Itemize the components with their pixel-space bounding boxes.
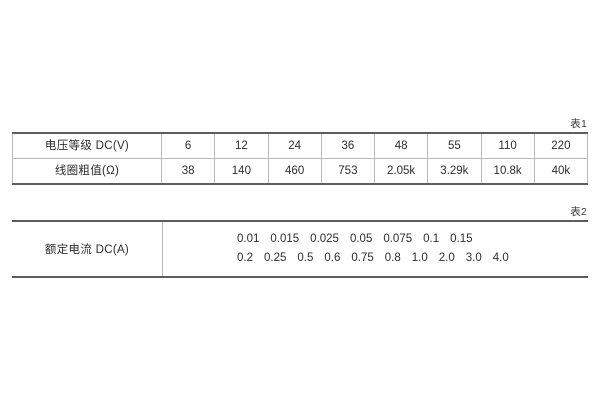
current-value: 0.25	[264, 252, 287, 264]
table-1-caption: 表1	[570, 118, 587, 130]
current-value: 0.8	[384, 252, 401, 264]
current-value: 0.075	[383, 233, 413, 245]
cell-resistance-0: 38	[160, 158, 216, 184]
cell-resistance-1: 140	[214, 158, 269, 184]
cell-voltage-4: 48	[373, 133, 429, 159]
cell-resistance-3: 753	[320, 158, 376, 184]
rated-current-values-cell: 0.01 0.015 0.025 0.05 0.075 0.1 0.15 0.2…	[162, 221, 588, 277]
cell-voltage-0: 6	[160, 133, 216, 159]
value-lines: 0.01 0.015 0.025 0.05 0.075 0.1 0.15 0.2…	[163, 232, 588, 266]
cell-resistance-4: 2.05k	[373, 158, 429, 184]
cell-voltage-1: 12	[214, 133, 269, 159]
current-value: 0.5	[297, 252, 314, 264]
row-label-coil-resistance: 线圈粗值(Ω)	[12, 158, 162, 184]
rated-current-table: 额定电流 DC(A) 0.01 0.015 0.025 0.05 0.075 0…	[12, 220, 588, 278]
value-line-1: 0.01 0.015 0.025 0.05 0.075 0.1 0.15	[237, 232, 588, 247]
current-value: 1.0	[411, 252, 428, 264]
current-value: 0.015	[270, 233, 300, 245]
voltage-coil-table: 电压等级 DC(V) 6 12 24 36 48 55 110 220 线圈粗值…	[12, 132, 589, 185]
cell-resistance-7: 40k	[533, 158, 589, 184]
table-row: 额定电流 DC(A) 0.01 0.015 0.025 0.05 0.075 0…	[12, 221, 588, 277]
current-value: 0.15	[450, 233, 473, 245]
table-row: 线圈粗值(Ω) 38 140 460 753 2.05k 3.29k 10.8k…	[12, 158, 589, 184]
current-value: 0.05	[349, 233, 373, 245]
table-1-block: 表1 电压等级 DC(V) 6 12 24 36 48 55 110 220 线…	[12, 118, 589, 185]
current-value: 0.01	[237, 233, 260, 245]
table-2-caption: 表2	[570, 206, 587, 218]
current-value: 0.6	[324, 252, 341, 264]
current-value: 0.025	[310, 233, 339, 245]
row-label-voltage-level: 电压等级 DC(V)	[12, 133, 162, 159]
row-label-rated-current: 额定电流 DC(A)	[12, 221, 163, 277]
current-value: 3.0	[465, 252, 482, 264]
table-row: 电压等级 DC(V) 6 12 24 36 48 55 110 220	[12, 133, 589, 159]
cell-voltage-2: 24	[267, 133, 322, 159]
cell-voltage-5: 55	[427, 133, 482, 159]
cell-resistance-5: 3.29k	[427, 158, 482, 184]
cell-voltage-7: 220	[533, 133, 589, 159]
table-2-block: 表2 额定电流 DC(A) 0.01 0.015 0.025 0.05 0.07…	[12, 206, 588, 278]
cell-resistance-6: 10.8k	[480, 158, 535, 184]
cell-voltage-3: 36	[320, 133, 376, 159]
current-value: 2.0	[438, 252, 455, 264]
cell-voltage-6: 110	[480, 133, 535, 159]
current-value: 0.75	[351, 252, 374, 264]
current-value: 0.2	[237, 252, 253, 264]
current-value: 0.1	[423, 233, 440, 245]
value-line-2: 0.2 0.25 0.5 0.6 0.75 0.8 1.0 2.0 3.0 4.…	[237, 251, 588, 266]
cell-resistance-2: 460	[267, 158, 322, 184]
current-value: 4.0	[492, 252, 509, 264]
